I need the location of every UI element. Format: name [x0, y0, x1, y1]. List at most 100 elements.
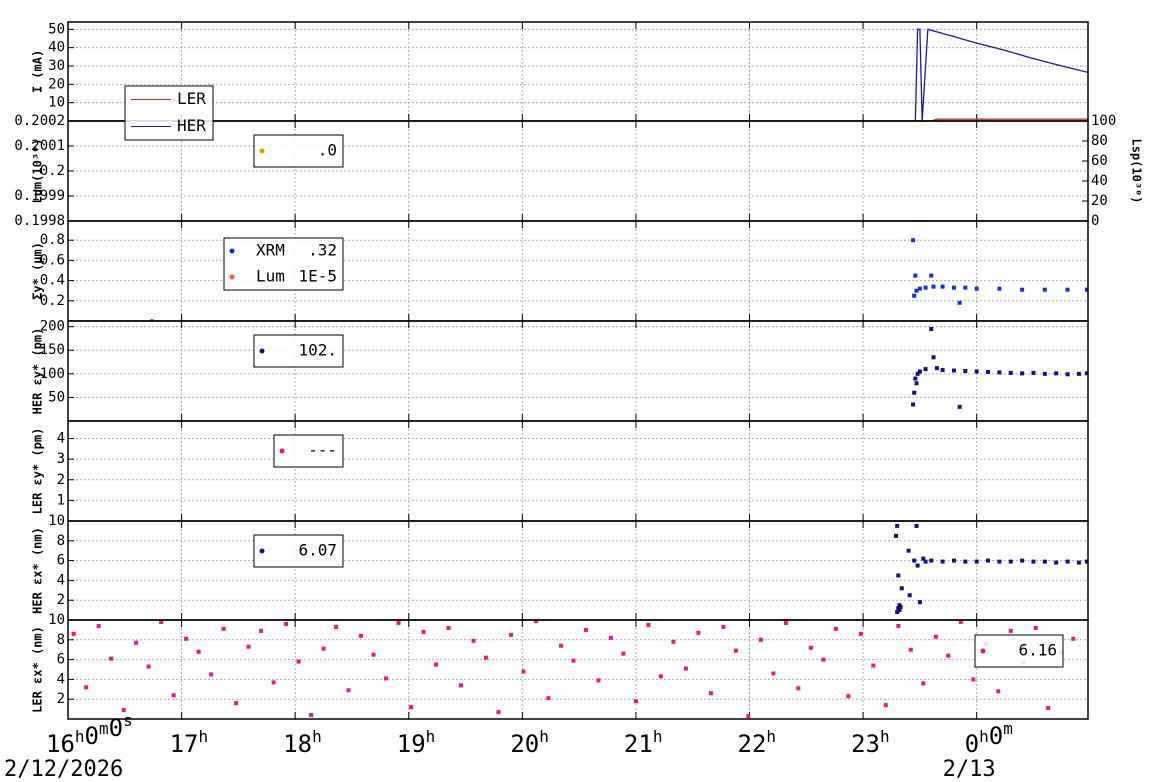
point [912, 390, 917, 395]
point [883, 703, 888, 708]
point [917, 600, 922, 605]
x-tick-part: h [312, 727, 322, 746]
point [897, 608, 902, 613]
y-tick-label: 30 [48, 58, 65, 74]
point [1071, 636, 1076, 641]
point [907, 593, 912, 598]
y-axis-label: HER εy* (pm) [31, 328, 45, 415]
legend-box [253, 134, 344, 168]
point [621, 651, 626, 656]
point [1046, 706, 1051, 711]
x-tick-part: 23 [851, 730, 880, 758]
date-label: 2/12/2026 [4, 757, 123, 782]
y-tick-label: 40 [48, 40, 65, 56]
point [971, 677, 976, 682]
x-tick-part: h [539, 727, 549, 746]
y-tick-label: 2 [57, 472, 65, 488]
point [796, 686, 801, 691]
point [359, 633, 364, 638]
y-axis-label: Σy* (µm) [31, 242, 45, 300]
y2-axis-label: Lsp(10³⁰) [1130, 138, 1144, 203]
point [917, 369, 922, 374]
x-tick-part: 0 [965, 730, 979, 758]
point [446, 625, 451, 630]
y-axis-label: LER εy* (pm) [31, 428, 45, 515]
point [459, 683, 464, 688]
y-tick-label: 4 [57, 671, 65, 687]
point [508, 632, 513, 637]
legend-value: .32 [308, 241, 337, 260]
point [921, 681, 926, 686]
point [963, 285, 968, 290]
point [908, 647, 913, 652]
point [1008, 370, 1013, 375]
point [771, 671, 776, 676]
plot-area [911, 327, 1088, 409]
y2-tick-label: 60 [1091, 153, 1108, 169]
x-tick-part: 16 [46, 730, 75, 758]
point [940, 368, 945, 373]
x-tick-label: 21h [624, 727, 663, 759]
point [923, 285, 928, 290]
point [951, 558, 956, 563]
point [913, 273, 918, 278]
point [923, 559, 928, 564]
point [963, 369, 968, 373]
y-axis-label: HER εx* (nm) [31, 527, 45, 614]
legend-value: 1E-5 [298, 267, 337, 286]
y-tick-label: 2 [57, 691, 65, 707]
point [974, 286, 979, 291]
point [951, 368, 956, 373]
legend-label: XRM [256, 241, 285, 260]
point [1042, 287, 1047, 292]
point [1076, 560, 1081, 565]
point [571, 658, 576, 663]
x-tick-part: h [426, 727, 436, 746]
point [1008, 628, 1013, 633]
point [1084, 287, 1088, 292]
point [940, 284, 945, 289]
x-tick-label: 16h0m0s [46, 711, 133, 759]
point [321, 646, 326, 651]
point [1031, 370, 1036, 375]
point [346, 688, 351, 693]
y-tick-label: 4 [57, 431, 65, 447]
point [929, 558, 934, 563]
point [221, 626, 226, 631]
point [146, 664, 151, 669]
point [895, 523, 900, 528]
y-axis-label: Lum(10³⁰) [31, 138, 45, 203]
legend-box [253, 534, 344, 568]
point [309, 713, 314, 718]
point [671, 639, 676, 644]
x-tick-part: h [880, 727, 890, 746]
x-tick-part: 20 [510, 730, 539, 758]
point [951, 285, 956, 290]
point [1084, 559, 1088, 564]
point [284, 621, 289, 626]
y2-tick-label: 100 [1091, 113, 1116, 129]
point [1020, 287, 1025, 292]
point [558, 643, 563, 648]
y-tick-label: 8 [57, 533, 65, 549]
point [858, 631, 863, 636]
point [384, 676, 389, 681]
point [196, 649, 201, 654]
y-axis-label: LER εx* (nm) [31, 626, 45, 713]
point [596, 678, 601, 683]
point [913, 376, 918, 381]
point [958, 620, 963, 624]
point [1042, 559, 1047, 564]
x-tick-part: h [198, 727, 208, 746]
point [934, 366, 939, 371]
point [957, 404, 962, 409]
x-tick-part: h [766, 727, 776, 746]
point [997, 370, 1002, 375]
point [708, 691, 713, 696]
x-tick-part: 18 [283, 730, 312, 758]
point [409, 705, 414, 710]
y2-tick-label: 20 [1091, 193, 1108, 209]
point [906, 548, 911, 553]
x-tick-part: 17 [170, 730, 199, 758]
point [915, 371, 920, 376]
